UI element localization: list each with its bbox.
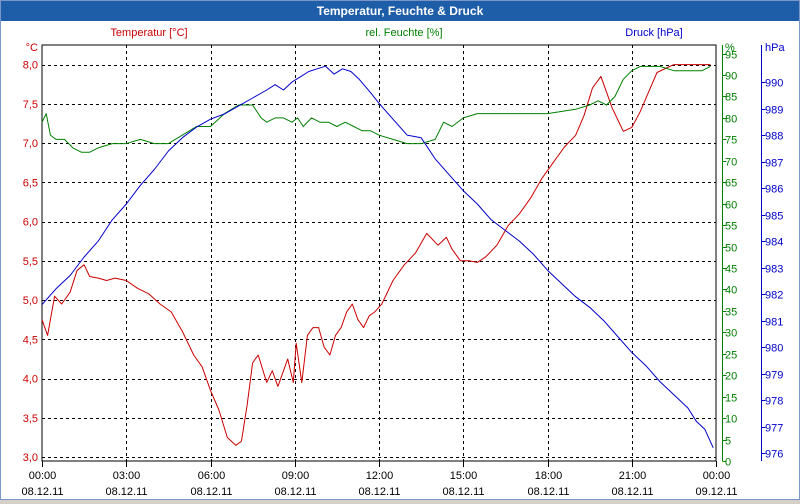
x-tick-label-date: 08.12.11 (21, 486, 63, 498)
temperature-tick-label: 4,0 (23, 374, 38, 386)
humidity-tick-label: 60 (725, 200, 737, 212)
pressure-tick-label: 978 (765, 396, 783, 408)
x-tick-label-time: 18:00 (535, 470, 563, 482)
temperature-tick-label: 5,5 (23, 256, 38, 268)
temperature-tick-label: 3,5 (23, 413, 38, 425)
pressure-tick-label: 985 (765, 211, 783, 223)
temperature-unit-label: °C (26, 42, 38, 54)
pressure-tick-label: 990 (765, 78, 783, 90)
pressure-unit-label: hPa (765, 42, 785, 54)
humidity-tick-label: 95 (725, 50, 737, 62)
x-tick-label-time: 21:00 (619, 470, 647, 482)
pressure-tick-label: 987 (765, 158, 783, 170)
humidity-tick-label: 50 (725, 243, 737, 255)
temperature-tick-label: 7,0 (23, 138, 38, 150)
chart-area: 00:00 08.12.11 03:00 08.12.11 06:00 08.12.11 0… (1, 21, 799, 499)
humidity-tick-label: 80 (725, 114, 737, 126)
temperature-tick-label: 6,5 (23, 177, 38, 189)
temperature-tick-label: 3,0 (23, 452, 38, 464)
humidity-tick-label: 15 (725, 393, 737, 405)
x-tick-label-date: 08.12.11 (611, 486, 653, 498)
pressure-tick-label: 976 (765, 449, 783, 461)
temperature-tick-label: 4,5 (23, 334, 38, 346)
humidity-tick-label: 85 (725, 92, 737, 104)
humidity-tick-label: 35 (725, 307, 737, 319)
pressure-tick-label: 979 (765, 370, 783, 382)
pressure-series-line (41, 65, 714, 449)
pressure-tick-label: 986 (765, 184, 783, 196)
x-tick-label-time: 12:00 (366, 470, 394, 482)
temperature-tick-label: 7,5 (23, 99, 38, 111)
pressure-tick-label: 980 (765, 343, 783, 355)
humidity-tick-label: 40 (725, 285, 737, 297)
temperature-tick-label: 5,0 (23, 295, 38, 307)
pressure-legend-label: Druck [hPa] (625, 27, 682, 39)
temperature-tick-label: 8,0 (23, 60, 38, 72)
humidity-tick-label: 10 (725, 414, 737, 426)
x-tick-label-date: 08.12.11 (527, 486, 569, 498)
x-tick-label-time: 03:00 (113, 470, 141, 482)
humidity-tick-label: 65 (725, 178, 737, 190)
humidity-unit-label: % (725, 42, 735, 54)
humidity-tick-label: 55 (725, 221, 737, 233)
humidity-tick-label: 0 (725, 457, 731, 469)
pressure-tick-label: 981 (765, 317, 783, 329)
x-tick-label-date: 08.12.11 (105, 486, 147, 498)
x-tick-label-time: 06:00 (198, 470, 226, 482)
pressure-tick-label: 989 (765, 105, 783, 117)
humidity-tick-label: 5 (725, 436, 731, 448)
x-tick-label-time: 15:00 (450, 470, 478, 482)
x-tick-label-time: 00:00 (703, 470, 731, 482)
temperature-legend-label: Temperatur [°C] (110, 27, 187, 39)
x-tick-label-date: 08.12.11 (442, 486, 484, 498)
humidity-legend-label: rel. Feuchte [%] (365, 27, 442, 39)
humidity-tick-label: 20 (725, 371, 737, 383)
humidity-tick-label: 45 (725, 264, 737, 276)
humidity-tick-label: 30 (725, 328, 737, 340)
humidity-tick-label: 25 (725, 350, 737, 362)
humidity-tick-label: 90 (725, 71, 737, 83)
pressure-tick-label: 977 (765, 423, 783, 435)
pressure-tick-label: 983 (765, 264, 783, 276)
x-tick-label-date: 08.12.11 (274, 486, 316, 498)
x-tick-label-time: 00:00 (29, 470, 57, 482)
humidity-tick-label: 75 (725, 135, 737, 147)
humidity-tick-label: 70 (725, 157, 737, 169)
plot-frame (41, 44, 717, 462)
temperature-tick-label: 6,0 (23, 217, 38, 229)
x-tick-label-time: 09:00 (282, 470, 310, 482)
x-tick-label-date: 09.12.11 (695, 486, 737, 498)
temperature-series-line (41, 64, 711, 446)
x-tick-label-date: 08.12.11 (190, 486, 232, 498)
pressure-tick-label: 982 (765, 290, 783, 302)
pressure-tick-label: 984 (765, 237, 783, 249)
chart-canvas: 00:00 08.12.11 03:00 08.12.11 06:00 08.12.11 0… (21, 27, 785, 498)
x-tick-label-date: 08.12.11 (358, 486, 400, 498)
humidity-series-line (41, 65, 711, 153)
pressure-tick-label: 988 (765, 131, 783, 143)
window-title: Temperatur, Feuchte & Druck (1, 1, 799, 21)
